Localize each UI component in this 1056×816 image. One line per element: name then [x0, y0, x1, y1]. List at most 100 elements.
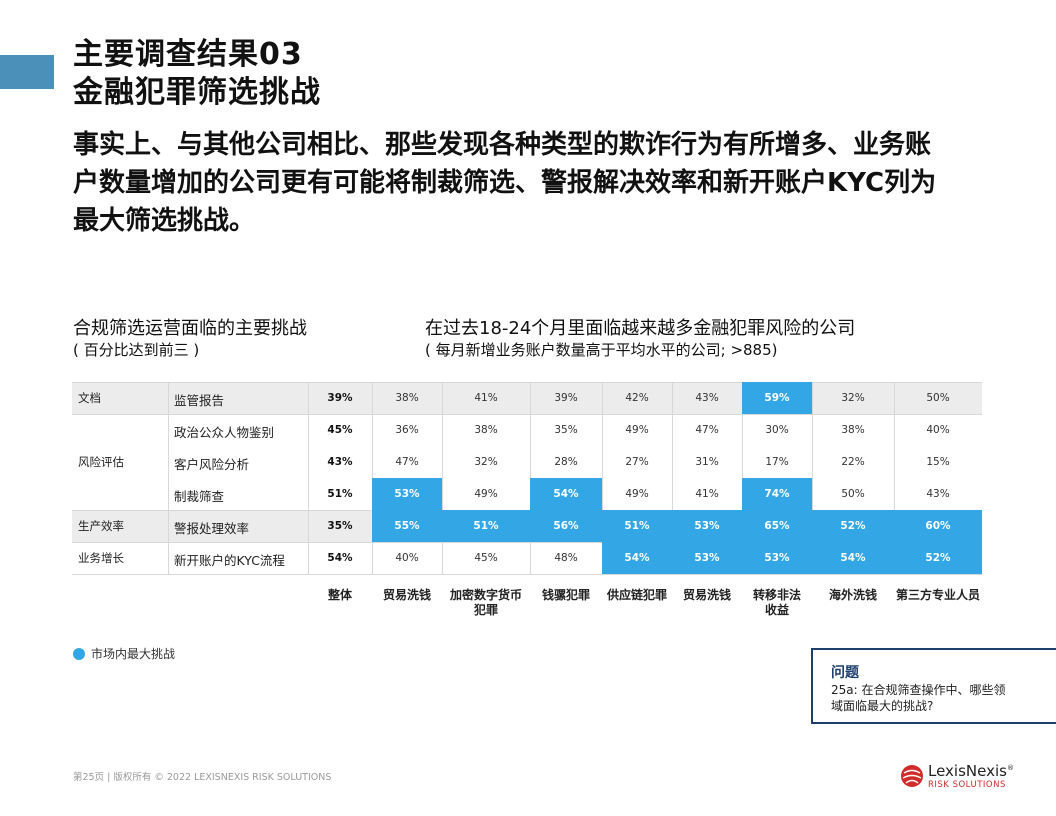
column-header-line-1: 钱骡犯罪: [541, 588, 590, 602]
column-divider: [168, 382, 169, 574]
table-cell: 35%: [554, 424, 578, 436]
column-divider: [602, 382, 603, 574]
table-cell: 49%: [625, 424, 649, 436]
column-divider: [894, 382, 895, 574]
right-section-title: 在过去18-24个月里面临越来越多金融犯罪风险的公司: [425, 318, 856, 339]
row-item-label: 制裁筛查: [174, 489, 225, 504]
table-cell: 47%: [695, 424, 719, 436]
table-cell: 42%: [625, 392, 649, 404]
table-cell: 60%: [894, 510, 982, 542]
table-cell: 35%: [327, 520, 353, 532]
lexisnexis-logo: LexisNexis® RISK SOLUTIONS: [900, 762, 1020, 792]
table-cell: 17%: [765, 456, 789, 468]
table-cell: 40%: [395, 552, 419, 564]
question-title: 问题: [831, 665, 859, 681]
table-cell: 36%: [395, 424, 419, 436]
column-header-line-1: 海外洗钱: [828, 588, 877, 602]
logo-name: LexisNexis®: [928, 762, 1014, 780]
category-label: 文档: [78, 391, 101, 405]
column-header: 整体: [308, 588, 372, 603]
column-header-line-2: 犯罪: [473, 603, 498, 617]
table-cell: 55%: [372, 510, 442, 542]
table-cell: 53%: [672, 542, 742, 574]
right-section-heading: 在过去18-24个月里面临越来越多金融犯罪风险的公司 ( 每月新增业务账户数量高…: [425, 318, 855, 360]
table-cell: 54%: [812, 542, 894, 574]
column-divider: [308, 382, 309, 574]
table-cell: 50%: [926, 392, 950, 404]
table-cell: 22%: [841, 456, 865, 468]
row-item-label: 警报处理效率: [174, 521, 250, 536]
row-divider: [72, 414, 982, 415]
footer: 第25页 | 版权所有 © 2022 LEXISNEXIS RISK SOLUT…: [73, 769, 331, 783]
column-header-line-1: 转移非法: [752, 588, 801, 602]
table-cell: 50%: [841, 488, 865, 500]
table-cell: 51%: [442, 510, 530, 542]
table-cell: 74%: [742, 478, 812, 510]
title-line-2: 金融犯罪筛选挑战: [73, 75, 321, 110]
row-band-documents: [72, 382, 982, 414]
column-header-line-2: 收益: [764, 603, 789, 617]
row-item-label: 客户风险分析: [174, 457, 250, 472]
table-cell: 56%: [530, 510, 602, 542]
table-cell: 31%: [695, 456, 719, 468]
table-cell: 65%: [742, 510, 812, 542]
column-divider: [672, 382, 673, 574]
table-cell: 41%: [474, 392, 498, 404]
table-cell: 52%: [812, 510, 894, 542]
accent-bar: [0, 55, 54, 89]
table-cell: 45%: [327, 424, 353, 436]
table-cell: 51%: [327, 488, 353, 500]
row-item-label: 新开账户的KYC流程: [174, 553, 285, 568]
column-header-line-1: 加密数字货币: [449, 588, 522, 602]
table-cell: 32%: [841, 392, 865, 404]
column-header-line-1: 整体: [327, 588, 352, 602]
table-cell: 32%: [474, 456, 498, 468]
row-divider: [72, 542, 982, 543]
column-header: 海外洗钱: [812, 588, 894, 603]
table-cell: 39%: [327, 392, 353, 404]
logo-globe-icon: [901, 765, 923, 787]
column-divider: [812, 382, 813, 574]
table-cell: 48%: [554, 552, 578, 564]
table-cell: 53%: [672, 510, 742, 542]
table-cell: 27%: [625, 456, 649, 468]
table-cell: 15%: [926, 456, 950, 468]
table-cell: 39%: [554, 392, 578, 404]
table-cell: 49%: [625, 488, 649, 500]
table-cell: 38%: [841, 424, 865, 436]
column-header: 贸易洗钱: [672, 588, 742, 603]
legend: 市场内最大挑战: [73, 645, 175, 662]
table-cell: 53%: [372, 478, 442, 510]
row-divider: [72, 382, 982, 383]
logo-subtitle: RISK SOLUTIONS: [928, 780, 1006, 790]
legend-dot-icon: [73, 647, 85, 660]
lead-paragraph: 事实上、与其他公司相比、那些发现各种类型的欺诈行为有所增多、业务账户数量增加的公…: [73, 130, 937, 236]
table-cell: 38%: [474, 424, 498, 436]
table-cell: 54%: [327, 552, 353, 564]
question-text: 25a: 在合规筛查操作中、哪些领域面临最大的挑战?: [831, 683, 1006, 713]
row-item-label: 监管报告: [174, 393, 225, 408]
column-header: 转移非法 收益: [742, 588, 812, 618]
table-cell: 45%: [474, 552, 498, 564]
column-header-line-1: 供应链犯罪: [606, 588, 667, 602]
table-cell: 30%: [765, 424, 789, 436]
page-title: 主要调查结果03 金融犯罪筛选挑战: [73, 36, 321, 112]
table-cell: 51%: [602, 510, 672, 542]
footer-copyright: 版权所有 © 2022 LEXISNEXIS RISK SOLUTIONS: [113, 772, 332, 783]
left-section-heading: 合规筛选运营面临的主要挑战 ( 百分比达到前三 ): [73, 318, 307, 360]
table-cell: 41%: [695, 488, 719, 500]
table-cell: 43%: [926, 488, 950, 500]
footer-page: 第25页 |: [73, 772, 111, 783]
table-cell: 43%: [695, 392, 719, 404]
table-cell: 49%: [474, 488, 498, 500]
table-cell: 53%: [742, 542, 812, 574]
column-header: 供应链犯罪: [602, 588, 672, 603]
row-item-label: 政治公众人物鉴别: [174, 425, 275, 440]
title-line-1: 主要调查结果03: [73, 37, 303, 72]
table-cell: 54%: [602, 542, 672, 574]
left-section-subtitle: ( 百分比达到前三 ): [73, 341, 200, 359]
category-label: 风险评估: [78, 455, 124, 469]
column-divider: [442, 382, 443, 574]
right-section-subtitle: ( 每月新增业务账户数量高于平均水平的公司; >885): [425, 341, 778, 359]
table-cell: 54%: [530, 478, 602, 510]
